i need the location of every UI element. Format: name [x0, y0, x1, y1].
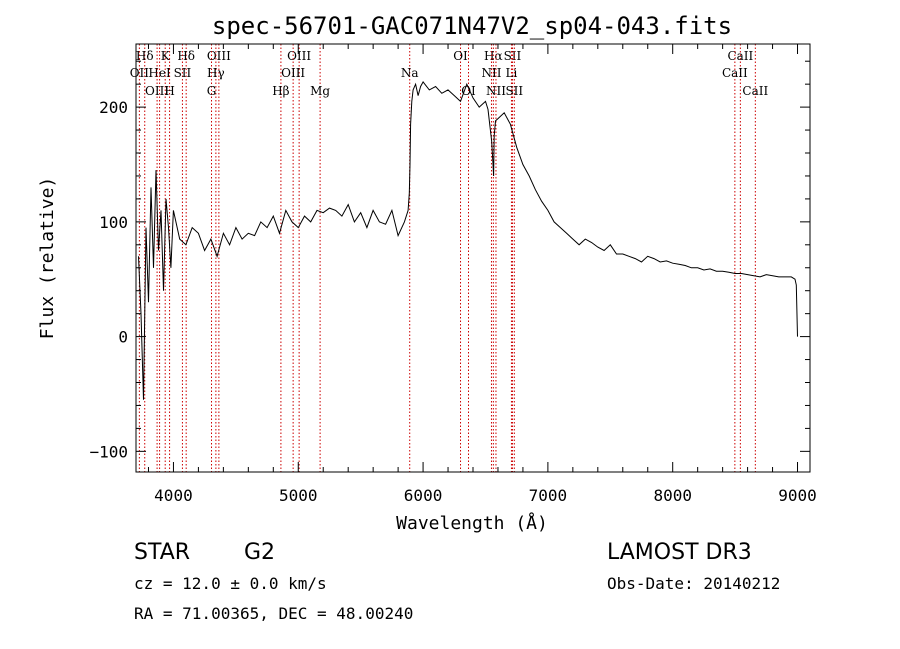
marker-label-2: Hδ	[177, 49, 195, 63]
marker-label-8: CaII	[727, 49, 753, 63]
x-axis-label: Wavelength (Å)	[396, 512, 548, 534]
y-tick-label-1: 0	[118, 328, 128, 347]
marker-label-13: OIII	[281, 66, 305, 80]
marker-label-4: OIII	[287, 49, 311, 63]
marker-label-6: Hα	[484, 49, 503, 63]
marker-label-15: NII	[481, 66, 501, 80]
marker-label-0: Hδ	[136, 49, 154, 63]
marker-label-14: Na	[401, 66, 419, 80]
marker-label-16: Li	[506, 66, 518, 80]
series-layer	[138, 80, 798, 400]
series-flux	[138, 80, 798, 400]
marker-label-22: Mg	[310, 84, 330, 98]
x-tick-label-5: 9000	[778, 486, 817, 505]
marker-label-19: H	[164, 84, 174, 98]
y-tick-label-3: 200	[99, 98, 128, 117]
plot-frame	[135, 43, 811, 473]
marker-label-20: G	[207, 84, 217, 98]
x-tick-label-4: 8000	[653, 486, 692, 505]
marker-label-12: Hγ	[207, 66, 225, 80]
marker-label-9: OII	[130, 66, 150, 80]
object-type: STAR	[134, 540, 191, 565]
marker-label-24: NII	[486, 84, 506, 98]
marker-label-5: OI	[453, 49, 468, 63]
marker-label-25: SII	[505, 84, 523, 98]
marker-label-23: OI	[461, 84, 476, 98]
marker-label-11: SII	[174, 66, 192, 80]
y-tick-label-2: 100	[99, 213, 128, 232]
x-tick-label-1: 5000	[279, 486, 318, 505]
axes: 4000 5000 6000 7000 8000 9000 −100 0 100 200	[89, 44, 817, 505]
redshift: cz = 12.0 ± 0.0 km/s	[134, 574, 327, 593]
marker-label-26: CaII	[742, 84, 768, 98]
y-tick-label-0: −100	[89, 442, 128, 461]
x-tick-label-0: 4000	[154, 486, 193, 505]
marker-label-10: HeI	[148, 66, 171, 80]
subclass: G2	[244, 540, 276, 565]
coordinates: RA = 71.00365, DEC = 48.00240	[134, 604, 414, 623]
marker-label-18: OIII	[145, 84, 169, 98]
x-tick-label-2: 6000	[404, 486, 443, 505]
obs-date: Obs-Date: 20140212	[607, 574, 781, 593]
marker-label-17: CaII	[722, 66, 748, 80]
marker-label-3: OIII	[207, 49, 231, 63]
marker-label-21: Hβ	[272, 84, 289, 98]
marker-label-7: SII	[504, 49, 522, 63]
survey-name: LAMOST DR3	[607, 540, 752, 565]
x-tick-label-3: 7000	[529, 486, 568, 505]
chart-title: spec-56701-GAC071N47V2_sp04-043.fits	[212, 12, 732, 40]
marker-label-1: K	[161, 49, 171, 63]
y-axis-label: Flux (relative)	[37, 177, 58, 340]
